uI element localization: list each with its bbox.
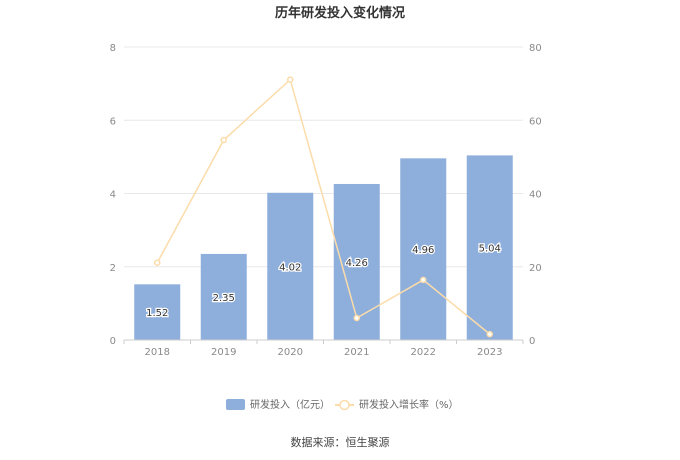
x-tick-label: 2018 — [145, 347, 170, 358]
x-tick-label: 2022 — [411, 347, 436, 358]
legend-line-label[interactable]: 研发投入增长率（%） — [359, 398, 459, 411]
x-tick-label: 2019 — [211, 347, 236, 358]
bar-series — [134, 155, 513, 340]
line-point — [287, 76, 294, 83]
line-point — [220, 136, 227, 144]
bar-data-label: 1.52 — [146, 308, 168, 319]
left-tick-label: 8 — [110, 43, 116, 54]
bar-data-label: 5.04 — [479, 244, 501, 255]
growth-rate-line — [156, 78, 491, 335]
bar — [267, 192, 314, 340]
left-tick-label: 6 — [110, 116, 116, 127]
right-tick-label: 60 — [529, 116, 542, 127]
bar-data-label: 2.35 — [213, 293, 235, 304]
bar-data-label: 4.96 — [412, 245, 434, 256]
legend-bar-swatch[interactable] — [226, 399, 245, 410]
left-axis-ticks: 0 2 4 6 8 — [110, 43, 116, 347]
x-tick-label: 2021 — [344, 347, 369, 358]
x-axis-ticks: 2018 2019 2020 2021 2022 2023 — [123, 340, 524, 358]
line-series — [154, 76, 493, 338]
bar-data-labels: 1.52 2.35 4.02 4.26 4.96 5.04 — [145, 242, 502, 320]
bar — [200, 253, 247, 340]
legend: 研发投入（亿元） 研发投入增长率（%） — [226, 398, 459, 411]
right-tick-label: 0 — [529, 336, 535, 347]
chart-title: 历年研发投入变化情况 — [275, 5, 405, 21]
legend-line-marker[interactable] — [339, 399, 350, 411]
left-tick-label: 2 — [110, 263, 116, 274]
left-tick-label: 0 — [110, 336, 116, 347]
gridlines — [124, 46, 523, 268]
right-axis-ticks: 0 20 40 60 80 — [529, 43, 542, 347]
bar-data-label: 4.26 — [346, 258, 368, 269]
left-tick-label: 4 — [110, 190, 116, 201]
bar — [466, 155, 513, 340]
bar — [134, 284, 181, 340]
line-point — [420, 276, 427, 284]
source-note: 数据来源：恒生聚源 — [291, 435, 390, 449]
right-tick-label: 80 — [529, 43, 542, 54]
line-point — [154, 259, 161, 266]
right-tick-label: 20 — [529, 263, 542, 274]
line-point — [486, 330, 493, 338]
legend-bar-label[interactable]: 研发投入（亿元） — [250, 398, 330, 411]
bar — [400, 158, 447, 340]
x-tick-label: 2020 — [278, 347, 303, 358]
bar-data-label: 4.02 — [279, 262, 301, 273]
right-tick-label: 40 — [529, 190, 542, 201]
line-point — [353, 314, 360, 322]
x-tick-label: 2023 — [477, 347, 502, 358]
